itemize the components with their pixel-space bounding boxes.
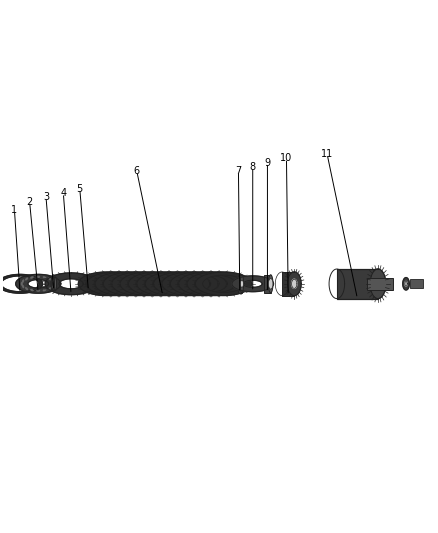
- Ellipse shape: [36, 276, 40, 278]
- Ellipse shape: [54, 277, 57, 290]
- Polygon shape: [195, 272, 251, 295]
- Polygon shape: [87, 272, 143, 295]
- Polygon shape: [137, 272, 193, 295]
- Polygon shape: [179, 272, 235, 295]
- Text: 3: 3: [43, 192, 49, 203]
- Text: 9: 9: [265, 158, 271, 168]
- Text: 10: 10: [280, 154, 293, 164]
- Polygon shape: [170, 272, 226, 295]
- Bar: [86, 277, 91, 290]
- Text: 7: 7: [235, 166, 242, 176]
- Ellipse shape: [52, 279, 55, 283]
- Ellipse shape: [22, 285, 24, 288]
- Text: 8: 8: [250, 162, 256, 172]
- Ellipse shape: [240, 280, 244, 287]
- Ellipse shape: [42, 289, 46, 292]
- Polygon shape: [112, 272, 168, 295]
- Polygon shape: [154, 272, 210, 295]
- Polygon shape: [45, 273, 97, 295]
- Bar: [410, 279, 423, 288]
- Polygon shape: [232, 276, 273, 292]
- Ellipse shape: [53, 282, 56, 286]
- Ellipse shape: [42, 276, 46, 279]
- Ellipse shape: [52, 285, 55, 288]
- Polygon shape: [405, 281, 407, 286]
- Ellipse shape: [30, 289, 34, 292]
- Bar: [237, 274, 242, 293]
- Text: 2: 2: [26, 197, 33, 207]
- Bar: [367, 278, 393, 290]
- Bar: [282, 272, 294, 296]
- Polygon shape: [370, 269, 386, 298]
- Polygon shape: [162, 272, 218, 295]
- Ellipse shape: [240, 274, 244, 293]
- Ellipse shape: [25, 287, 28, 290]
- Polygon shape: [187, 272, 243, 295]
- Polygon shape: [78, 272, 134, 295]
- Ellipse shape: [268, 279, 273, 289]
- Polygon shape: [403, 278, 409, 290]
- Polygon shape: [287, 272, 301, 296]
- Polygon shape: [145, 272, 201, 295]
- Ellipse shape: [25, 277, 28, 280]
- Ellipse shape: [22, 279, 24, 283]
- Polygon shape: [120, 272, 177, 295]
- Ellipse shape: [21, 282, 23, 286]
- Text: 1: 1: [11, 205, 18, 215]
- Ellipse shape: [268, 274, 273, 293]
- Ellipse shape: [48, 277, 51, 280]
- Polygon shape: [16, 274, 61, 293]
- Ellipse shape: [89, 277, 92, 290]
- Polygon shape: [103, 272, 159, 295]
- Polygon shape: [292, 279, 297, 288]
- Polygon shape: [95, 272, 151, 295]
- Polygon shape: [0, 274, 42, 293]
- Polygon shape: [128, 272, 185, 295]
- Ellipse shape: [30, 276, 34, 279]
- Bar: [52, 277, 56, 290]
- Ellipse shape: [48, 287, 51, 290]
- Text: 11: 11: [321, 149, 333, 159]
- Ellipse shape: [36, 289, 40, 292]
- Text: 6: 6: [134, 166, 140, 176]
- Bar: [264, 274, 271, 293]
- Text: 5: 5: [77, 184, 83, 193]
- Bar: [337, 269, 378, 298]
- Text: 4: 4: [60, 188, 67, 198]
